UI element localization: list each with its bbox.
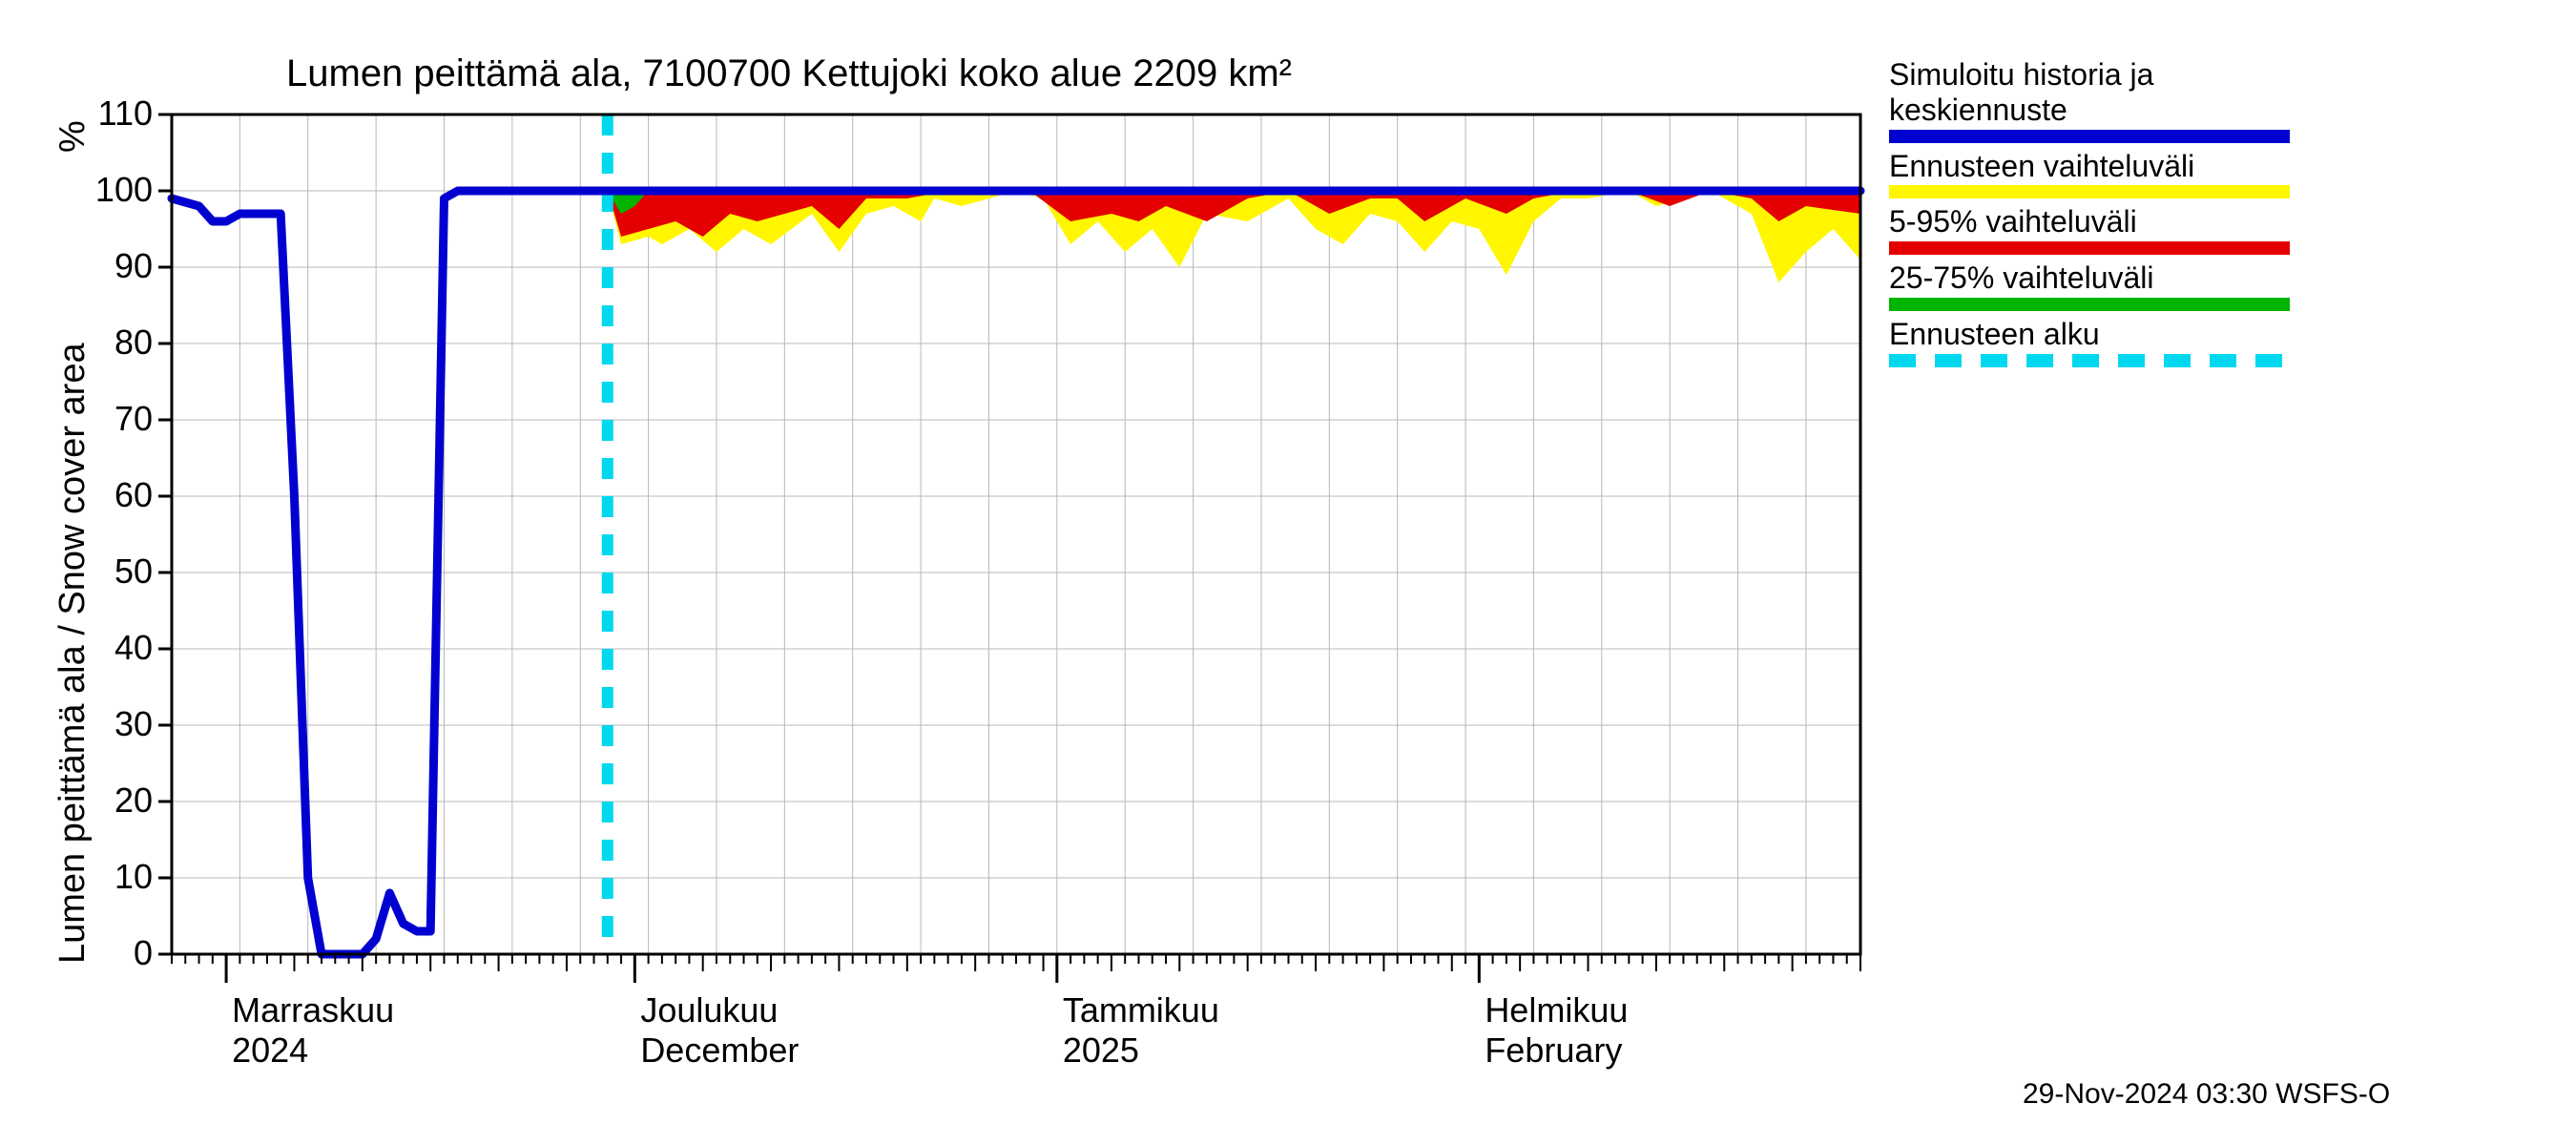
- x-month-label: Marraskuu 2024: [232, 990, 394, 1071]
- y-tick: 50: [76, 552, 153, 592]
- legend-swatch: [1889, 354, 2290, 367]
- y-tick: 10: [76, 857, 153, 897]
- chart-container: Lumen peittämä ala, 7100700 Kettujoki ko…: [0, 0, 2576, 1145]
- legend-swatch: [1889, 241, 2290, 255]
- legend-item: Ennusteen alku: [1889, 317, 2290, 367]
- chart-footer: 29-Nov-2024 03:30 WSFS-O: [2023, 1078, 2390, 1111]
- legend-label: Simuloitu historia ja keskiennuste: [1889, 57, 2290, 128]
- y-tick: 70: [76, 399, 153, 439]
- legend-swatch: [1889, 298, 2290, 311]
- legend-swatch: [1889, 185, 2290, 198]
- legend-label: 25-75% vaihteluväli: [1889, 260, 2290, 296]
- legend-item: Simuloitu historia ja keskiennuste: [1889, 57, 2290, 143]
- legend-item: 5-95% vaihteluväli: [1889, 204, 2290, 255]
- y-tick: 40: [76, 628, 153, 668]
- x-month-label: Tammikuu 2025: [1063, 990, 1219, 1071]
- chart-title: Lumen peittämä ala, 7100700 Kettujoki ko…: [286, 52, 1292, 95]
- y-tick: 110: [76, 94, 153, 134]
- legend-item: Ennusteen vaihteluväli: [1889, 149, 2290, 199]
- legend-label: 5-95% vaihteluväli: [1889, 204, 2290, 239]
- legend-item: 25-75% vaihteluväli: [1889, 260, 2290, 311]
- y-tick: 0: [76, 933, 153, 973]
- x-month-label: Helmikuu February: [1485, 990, 1628, 1071]
- y-tick: 20: [76, 781, 153, 821]
- x-month-label: Joulukuu December: [640, 990, 799, 1071]
- y-tick: 30: [76, 704, 153, 744]
- legend-swatch: [1889, 130, 2290, 143]
- y-tick: 100: [76, 170, 153, 210]
- legend-label: Ennusteen alku: [1889, 317, 2290, 352]
- y-tick: 60: [76, 475, 153, 515]
- legend: Simuloitu historia ja keskiennuste Ennust…: [1889, 57, 2290, 373]
- y-tick: 80: [76, 323, 153, 363]
- legend-label: Ennusteen vaihteluväli: [1889, 149, 2290, 184]
- y-tick: 90: [76, 246, 153, 286]
